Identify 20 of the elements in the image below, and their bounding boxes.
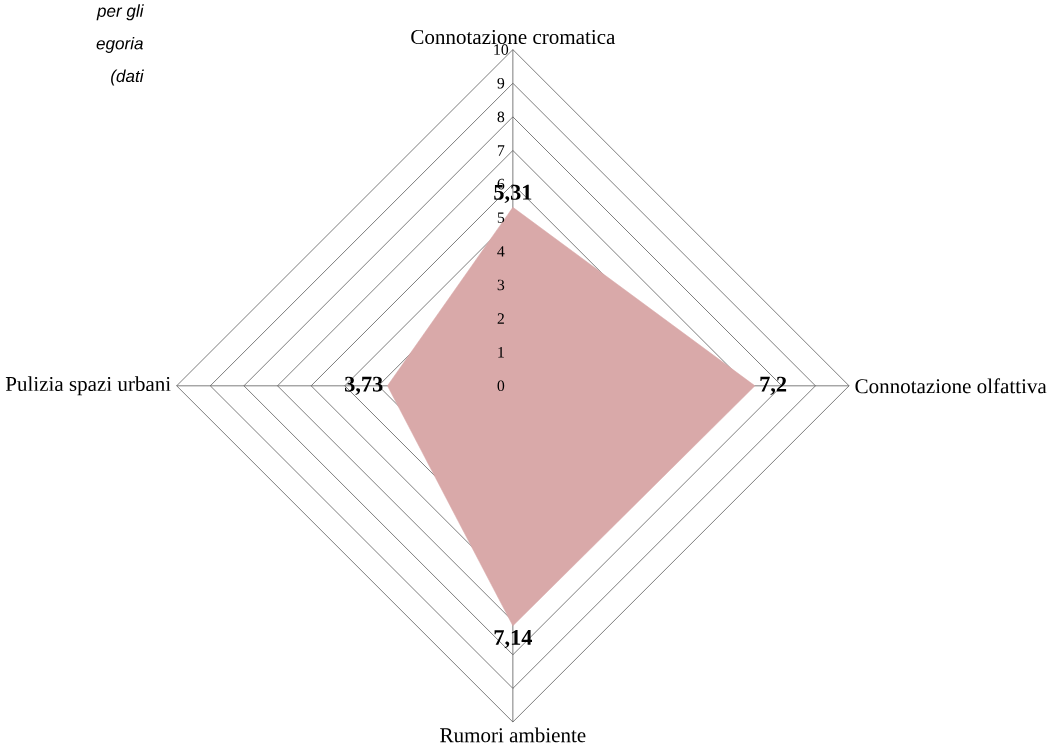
text: egoria xyxy=(96,37,143,54)
y-tick-label: 4 xyxy=(497,246,505,257)
y-tick-label: 8 xyxy=(497,111,505,123)
y-tick-label: 0 xyxy=(497,380,505,392)
y-tick-label: 9 xyxy=(497,78,505,89)
spoke-label: Rumori ambiente xyxy=(440,727,586,743)
text: per gli xyxy=(96,4,144,21)
y-tick-label: 10 xyxy=(494,44,509,56)
y-tick-label: 7 xyxy=(497,145,505,156)
y-tick-label: 3 xyxy=(497,279,505,291)
text: (dati xyxy=(111,69,144,86)
spoke-label: Connotazione olfattiva xyxy=(855,378,1047,394)
data-label: 3,73 xyxy=(345,376,383,396)
y-tick-label: 5 xyxy=(497,212,505,224)
data-label: 7,2 xyxy=(760,376,787,396)
spoke-label: Pulizia spazi urbani xyxy=(5,376,171,396)
y-tick-label: 2 xyxy=(497,313,504,324)
data-label: 7,14 xyxy=(494,630,533,649)
spoke-label: Connotazione cromatica xyxy=(411,30,616,45)
y-tick-label: 1 xyxy=(498,347,504,358)
